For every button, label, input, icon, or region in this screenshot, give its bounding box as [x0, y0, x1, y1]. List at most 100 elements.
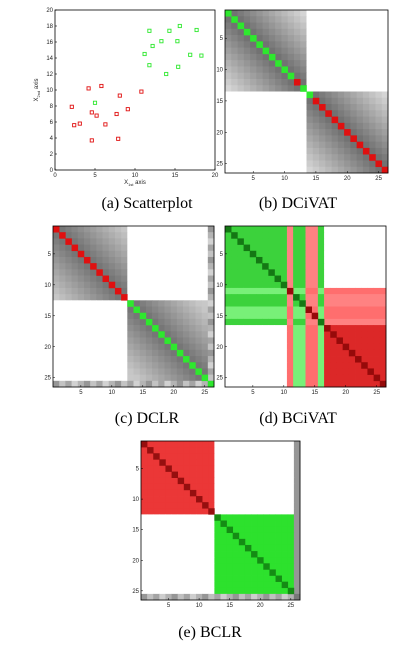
- heat-cell: [231, 47, 238, 55]
- heat-cell: [249, 300, 257, 307]
- heat-cell: [355, 312, 362, 320]
- heat-cell: [262, 287, 269, 295]
- heat-cell: [274, 337, 282, 345]
- heat-cell: [342, 226, 350, 233]
- heat-cell: [336, 250, 344, 258]
- heat-cell: [249, 244, 257, 252]
- heat-cell: [65, 318, 72, 326]
- heat-cell: [225, 53, 232, 61]
- heat-cell: [286, 318, 294, 326]
- heat-cell: [171, 575, 179, 583]
- heat-cell: [306, 53, 314, 61]
- heat-cell: [361, 306, 368, 314]
- heat-cell: [71, 374, 79, 382]
- heat-cell: [330, 250, 337, 258]
- heat-cell: [243, 337, 251, 345]
- heat-cell: [238, 441, 246, 448]
- heat-cell: [356, 47, 364, 55]
- heat-cell: [225, 263, 232, 270]
- heat-cell: [361, 368, 368, 376]
- heat-cell: [342, 368, 350, 376]
- red-point: [117, 93, 122, 98]
- heat-cell: [344, 60, 351, 67]
- heat-cell: [141, 453, 148, 460]
- heat-cell: [362, 72, 370, 80]
- heat-cell: [189, 508, 197, 515]
- heat-cell: [220, 532, 228, 540]
- diagonal-cell: [299, 300, 306, 307]
- heat-cell: [367, 362, 375, 369]
- heat-cell: [152, 374, 159, 382]
- heat-cell: [356, 10, 364, 17]
- heat-cell: [342, 256, 350, 264]
- heat-cell: [177, 551, 185, 558]
- heat-cell: [145, 294, 153, 301]
- heat-cell: [208, 569, 215, 576]
- heat-cell: [141, 569, 148, 576]
- heat-cell: [208, 447, 215, 454]
- heat-cell: [287, 502, 295, 509]
- heat-cell: [300, 72, 307, 80]
- heat-cell: [90, 356, 97, 363]
- caption-scatterplot: (a) Scatterplot: [101, 195, 193, 212]
- heat-cell: [226, 538, 234, 546]
- heat-cell: [293, 349, 300, 357]
- heat-cell: [202, 459, 209, 466]
- heat-cell: [336, 349, 344, 357]
- x-axis-label: X1st axis: [124, 180, 146, 187]
- heat-cell: [293, 244, 300, 252]
- heat-cell: [255, 263, 263, 270]
- heat-cell: [251, 447, 258, 454]
- y-tick-label: 20: [46, 8, 53, 14]
- heat-cell: [176, 238, 184, 245]
- heat-cell: [183, 331, 190, 338]
- heat-cell: [158, 325, 165, 332]
- heat-cell: [255, 312, 263, 320]
- diagonal-cell: [300, 85, 307, 92]
- heat-cell: [293, 343, 300, 351]
- heat-cell: [96, 238, 103, 245]
- heat-cell: [231, 300, 238, 307]
- heat-cell: [145, 356, 153, 363]
- heat-cell: [369, 41, 376, 49]
- heat-cell: [165, 563, 172, 570]
- heat-cell: [231, 374, 238, 382]
- heat-cell: [280, 380, 288, 388]
- heat-cell: [268, 300, 275, 307]
- heat-cell: [311, 306, 319, 314]
- heat-cell: [114, 269, 122, 276]
- heat-cell: [281, 593, 289, 601]
- heat-cell: [299, 318, 306, 326]
- heat-cell: [319, 53, 326, 61]
- heat-cell: [176, 275, 184, 283]
- heat-cell: [102, 380, 110, 388]
- heat-cell: [96, 256, 103, 264]
- heat-cell: [183, 489, 191, 497]
- heat-cell: [350, 110, 358, 117]
- diagonal-cell: [317, 318, 325, 326]
- heat-cell: [275, 16, 282, 23]
- diagonal-cell: [102, 275, 110, 283]
- heat-cell: [342, 238, 350, 245]
- heat-cell: [96, 325, 103, 332]
- heat-cell: [159, 477, 166, 485]
- heat-cell: [287, 166, 295, 174]
- diagonal-cell: [369, 154, 376, 161]
- heat-cell: [330, 238, 337, 245]
- heat-cell: [71, 275, 79, 283]
- heat-cell: [243, 318, 251, 326]
- heat-cell: [159, 575, 166, 583]
- heat-cell: [287, 160, 295, 168]
- heat-cell: [362, 60, 370, 67]
- y-tick-label: 6: [50, 120, 54, 126]
- heat-cell: [337, 91, 345, 99]
- heat-cell: [231, 380, 238, 388]
- heat-cell: [243, 41, 251, 49]
- heat-cell: [59, 226, 66, 233]
- heat-cell: [139, 244, 147, 252]
- heat-cell: [356, 147, 364, 155]
- heat-cell: [280, 294, 288, 301]
- heat-cell: [195, 374, 203, 382]
- heat-cell: [165, 489, 172, 497]
- heat-cell: [145, 362, 153, 369]
